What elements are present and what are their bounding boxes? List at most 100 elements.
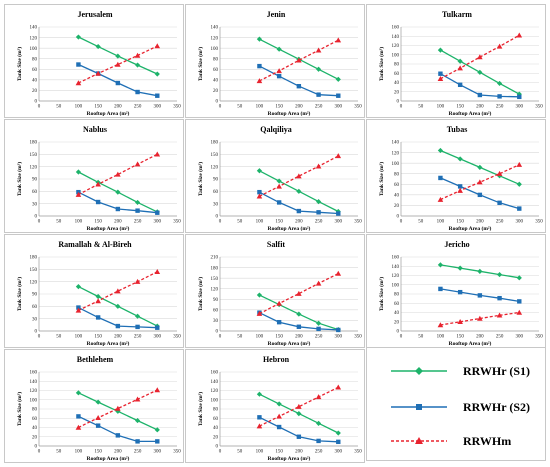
data-point-s1: [134, 199, 141, 206]
x-tick-label: 0: [38, 220, 41, 225]
data-point-s2: [438, 286, 443, 292]
y-tick-label: 30: [213, 202, 219, 207]
data-point-s2: [135, 89, 140, 95]
data-point-hm: [154, 269, 161, 274]
x-tick-label: 200: [114, 220, 122, 225]
y-tick-label: 40: [394, 311, 400, 316]
data-point-s1: [154, 71, 160, 77]
data-point-s2: [457, 184, 463, 189]
data-point-s2: [276, 73, 282, 79]
data-point-s1: [315, 420, 322, 426]
x-tick-label: 300: [516, 105, 524, 110]
series-line-s2: [78, 415, 158, 443]
x-tick-label: 50: [418, 335, 424, 340]
y-axis-label: Tank Size (m³): [378, 162, 385, 196]
x-tick-label: 0: [400, 105, 403, 110]
y-tick-label: 120: [211, 287, 219, 292]
data-point-hm: [516, 32, 523, 38]
series-line-hm: [78, 45, 158, 84]
data-point-hm: [496, 312, 503, 318]
data-point-s2: [95, 315, 101, 320]
chart-panel-tulkarm: Tulkarm 0 20 40 60 80 100 120 140 160 0 50 100 150 200…: [366, 4, 546, 118]
data-point-hm: [457, 318, 463, 324]
legend-label-s1: RRWHr (S1): [463, 364, 531, 378]
y-tick-label: 100: [392, 162, 400, 167]
y-tick-label: 60: [32, 305, 38, 310]
data-point-hm: [496, 43, 503, 49]
x-tick-label: 100: [75, 335, 83, 340]
data-point-s1: [134, 417, 141, 424]
data-point-s2: [76, 414, 81, 419]
y-axis-label: Tank Size (m³): [197, 162, 204, 196]
x-tick-label: 0: [219, 105, 222, 110]
data-point-s2: [115, 206, 121, 212]
y-tick-label: 60: [213, 68, 219, 73]
data-point-s2: [517, 299, 522, 304]
data-point-hm: [75, 307, 82, 313]
y-tick-label: 30: [32, 317, 38, 322]
data-point-s1: [296, 188, 302, 194]
y-tick-label: 20: [32, 435, 38, 440]
data-point-s2: [517, 206, 522, 211]
data-point-s2: [517, 94, 522, 100]
data-point-s1: [296, 411, 302, 417]
data-point-hm: [335, 153, 342, 159]
chart-title: Hebron: [263, 355, 290, 364]
x-tick-label: 0: [400, 220, 403, 225]
data-point-s1: [516, 181, 522, 187]
data-point-s2: [497, 200, 502, 205]
chart-title: Salfit: [267, 240, 286, 249]
data-point-s2: [296, 434, 302, 439]
y-tick-label: 60: [32, 68, 38, 73]
data-point-hm: [134, 161, 141, 167]
y-axis-label: Tank Size (m³): [16, 162, 23, 196]
x-tick-label: 100: [256, 335, 264, 340]
chart-panel-qalqiliya: Qalqiliya 0 30 60 90 120 150 180 0 50 100 150 200 250…: [185, 119, 365, 233]
data-point-s2: [276, 319, 282, 325]
x-tick-label: 100: [256, 450, 264, 455]
y-tick-label: 80: [213, 408, 219, 413]
chart-panel-bethlehem: Bethlehem 0 20 40 60 80 100 120 140 160 0 50 100 150 2…: [4, 349, 184, 463]
legend-item-hm: RRWHm: [367, 432, 545, 452]
x-axis-label: Rooftop Area (m²): [449, 340, 492, 347]
data-point-hm: [276, 68, 282, 74]
x-tick-label: 250: [134, 220, 142, 225]
y-tick-label: 100: [30, 398, 38, 403]
x-tick-label: 50: [237, 105, 243, 110]
data-point-s2: [316, 438, 321, 444]
y-tick-label: 0: [216, 445, 219, 450]
y-tick-label: 60: [32, 190, 38, 195]
y-tick-label: 120: [30, 280, 38, 285]
data-point-s2: [438, 175, 443, 181]
y-axis-label: Tank Size (m³): [378, 47, 385, 81]
data-point-hm: [315, 47, 322, 53]
x-tick-label: 0: [400, 335, 403, 340]
data-point-hm: [154, 43, 161, 49]
y-tick-label: 80: [394, 172, 400, 177]
y-tick-label: 0: [397, 100, 400, 105]
x-tick-label: 200: [295, 335, 303, 340]
data-point-hm: [335, 384, 342, 390]
y-tick-label: 120: [392, 151, 400, 156]
chart-svg-jenin: Jenin 0 20 40 60 80 100 120 140 0 50 100 150 200 250 30…: [197, 10, 362, 117]
chart-svg-tulkarm: Tulkarm 0 20 40 60 80 100 120 140 160 0 50 100 150 200…: [378, 10, 543, 117]
chart-panel-jerusalem: Jerusalem 0 20 40 60 80 100 120 140 0 50 100 150 200 2…: [4, 4, 184, 118]
y-tick-label: 60: [213, 190, 219, 195]
y-tick-label: 0: [216, 215, 219, 220]
data-point-s1: [315, 320, 322, 326]
y-tick-label: 140: [30, 380, 38, 385]
data-point-s2: [296, 324, 302, 329]
data-point-s1: [256, 391, 263, 397]
data-point-hm: [115, 61, 121, 67]
x-tick-label: 350: [535, 105, 543, 110]
x-tick-label: 150: [275, 220, 283, 225]
data-point-s1: [276, 401, 282, 407]
data-point-s2: [457, 82, 463, 88]
legend-swatch-s2: [391, 404, 447, 410]
x-tick-label: 50: [56, 220, 62, 225]
x-tick-label: 200: [114, 105, 122, 110]
y-tick-label: 20: [213, 435, 219, 440]
legend-item-s2: RRWHr (S2): [367, 398, 545, 418]
data-point-hm: [154, 387, 161, 393]
x-tick-label: 250: [315, 335, 323, 340]
